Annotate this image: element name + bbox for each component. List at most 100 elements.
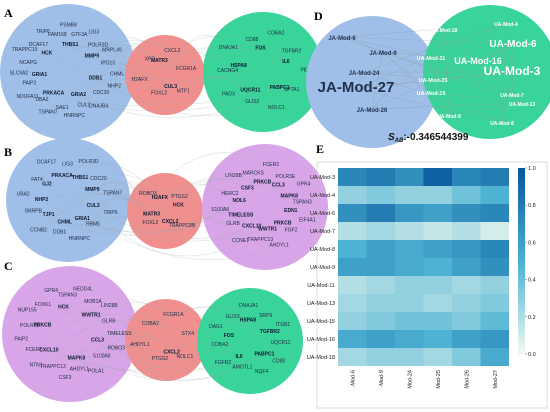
heatmap-cell bbox=[395, 348, 424, 366]
gene-node-hub: UQCR11 bbox=[240, 87, 260, 93]
heatmap-col-label: -Mod-9 bbox=[379, 370, 385, 387]
heatmap-cell bbox=[423, 186, 452, 204]
gene-node-hub: FOS bbox=[255, 46, 266, 52]
network-edge bbox=[139, 44, 292, 82]
gene-node: FOXL2 bbox=[151, 90, 167, 96]
network-edge bbox=[70, 34, 187, 71]
network-edge bbox=[184, 321, 270, 359]
network-edge bbox=[46, 46, 140, 82]
gene-node: CHML bbox=[110, 72, 124, 78]
heatmap-cell bbox=[395, 258, 424, 276]
heatmap-row-label: UA-Mod-13 bbox=[307, 301, 335, 307]
heatmap-cell bbox=[366, 186, 395, 204]
gene-node: XPC bbox=[145, 57, 156, 63]
colorbar-tick-label: 0.8 bbox=[528, 203, 536, 209]
heatmap-cell bbox=[423, 240, 452, 258]
network-edge bbox=[150, 305, 266, 326]
heatmap-cell bbox=[366, 348, 395, 366]
heatmap-col-label: Mod-25 bbox=[436, 370, 442, 389]
network-edge bbox=[48, 194, 152, 217]
heatmap-cell bbox=[452, 240, 481, 258]
heatmap-cell bbox=[366, 204, 395, 222]
heatmap-cell bbox=[423, 204, 452, 222]
module-edge bbox=[501, 71, 513, 123]
gene-node: NHP2 bbox=[108, 84, 122, 90]
gene-node: GLIS3 bbox=[226, 314, 240, 320]
heatmap-row-label: UA-Mod-7 bbox=[310, 229, 335, 235]
heatmap-cell bbox=[452, 204, 481, 222]
gene-node: EIF4A1 bbox=[299, 217, 316, 223]
module-edge bbox=[477, 60, 523, 104]
gene-node: PTGS2 bbox=[152, 356, 169, 362]
module-blue bbox=[6, 138, 130, 262]
module-node: UA-Mod-3 bbox=[484, 64, 541, 78]
gene-node-hub: PABPC1 bbox=[270, 85, 290, 91]
gene-node-hub: PRKACA bbox=[43, 90, 65, 96]
heatmap-cell bbox=[395, 222, 424, 240]
panel-d: D JA-Mod-27JA-Mod-6JA-Mod-9JA-Mod-24JA-M… bbox=[306, 5, 550, 148]
gene-node-hub: IL6 bbox=[282, 59, 289, 65]
module-edge bbox=[443, 28, 513, 95]
gene-node: FCER2 bbox=[25, 347, 42, 353]
heatmap-cell bbox=[452, 348, 481, 366]
gene-node: CCNE1 bbox=[232, 238, 249, 244]
module-edge bbox=[341, 36, 514, 45]
gene-node: DCAF17 bbox=[29, 42, 48, 48]
gene-node: TRAPPC10 bbox=[12, 47, 38, 53]
colorbar-segment bbox=[518, 312, 525, 318]
gene-node: GLIS2 bbox=[245, 99, 259, 105]
module-node: UA-Mod-8 bbox=[490, 121, 514, 127]
colorbar-segment bbox=[518, 288, 525, 295]
heatmap-cell bbox=[452, 186, 481, 204]
gene-node: TSPAN3 bbox=[293, 200, 312, 206]
panel-e: E UA-Mod-3UA-Mod-4UA-Mod-6UA-Mod-7UA-Mod… bbox=[307, 142, 548, 409]
heatmap-cell bbox=[480, 294, 509, 312]
heatmap-cell bbox=[366, 330, 395, 348]
module-node: UA-Mod-15 bbox=[416, 91, 445, 97]
network-edge bbox=[33, 314, 151, 352]
gene-node: HERC2 bbox=[221, 191, 238, 197]
gene-node: ROBO3 bbox=[107, 346, 125, 352]
network-edge bbox=[82, 193, 179, 221]
colorbar-segment bbox=[518, 200, 525, 206]
gene-node: TSPAN7 bbox=[103, 191, 122, 197]
gene-node: POLR3E bbox=[20, 323, 40, 329]
module-edge bbox=[355, 71, 365, 90]
gene-node-hub: DDB1 bbox=[89, 76, 103, 82]
network-edge bbox=[114, 44, 150, 88]
gene-node-hub: CXCL10 bbox=[242, 224, 261, 230]
heatmap-cell bbox=[423, 312, 452, 330]
network-edge bbox=[171, 341, 240, 358]
heatmap-cell bbox=[480, 240, 509, 258]
colorbar-segment bbox=[518, 247, 525, 253]
network-edge bbox=[159, 343, 243, 369]
heatmap-row-label: UA-Mod-8 bbox=[310, 247, 335, 253]
colorbar-segment bbox=[518, 223, 525, 229]
gene-node-hub: PRKACA bbox=[51, 173, 73, 179]
colorbar-segment bbox=[518, 237, 525, 243]
gene-node: TGFBR2 bbox=[282, 49, 302, 55]
module-red bbox=[125, 35, 205, 115]
gene-node: FCGR1A bbox=[176, 66, 197, 72]
gene-node-hub: HSPA8 bbox=[240, 318, 257, 324]
heatmap-cell bbox=[480, 222, 509, 240]
gene-node: SPTA1 bbox=[284, 87, 300, 93]
module-blue bbox=[0, 4, 136, 140]
gene-node: FOXL2 bbox=[142, 220, 158, 226]
heatmap-row-label: UA-Mod-16 bbox=[307, 337, 335, 343]
module-node: UA-Mod-7 bbox=[500, 93, 524, 99]
gene-node: CD88 bbox=[246, 37, 259, 43]
network-edge bbox=[149, 50, 251, 92]
gene-node: TRAPPC13 bbox=[247, 237, 273, 243]
colorbar: 0.0 0.2 0.4 0.6 0.8 1.0 bbox=[518, 166, 536, 358]
network-edge bbox=[61, 176, 241, 257]
heatmap-cell bbox=[366, 222, 395, 240]
gene-node: FOXK1 bbox=[35, 302, 52, 308]
gene-node: POLR3D bbox=[88, 43, 108, 49]
gene-node-hub: MAPK8 bbox=[68, 355, 86, 361]
heatmap-cell bbox=[338, 294, 367, 312]
module-green bbox=[197, 288, 303, 394]
gene-node: TRIP6 bbox=[103, 210, 117, 216]
colorbar-segment bbox=[518, 177, 525, 183]
gene-node: CD88 bbox=[272, 358, 285, 364]
